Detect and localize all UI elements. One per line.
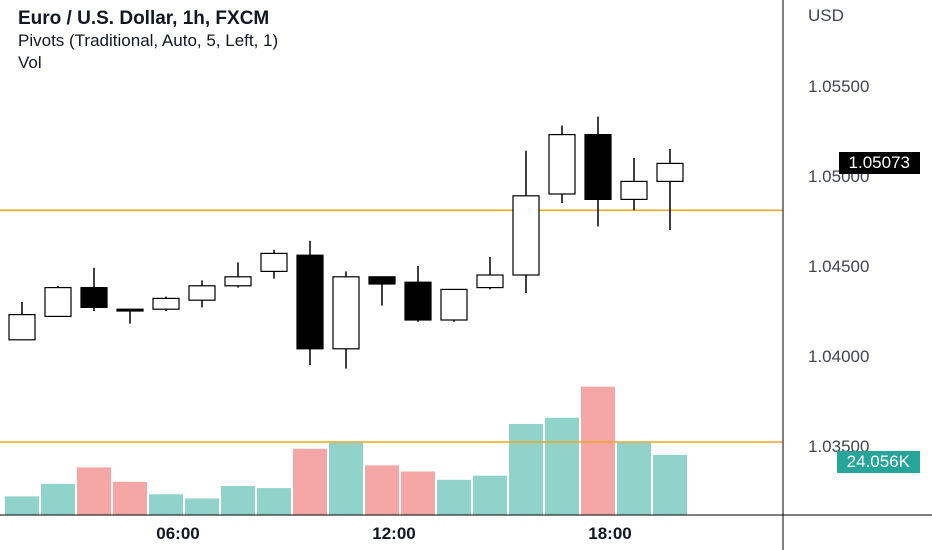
volume-bar	[509, 423, 543, 515]
price-tick-label: 1.04500	[808, 257, 869, 276]
volume-bar	[329, 442, 363, 515]
volume-indicator-label[interactable]: Vol	[18, 53, 42, 72]
time-tick-label: 18:00	[588, 524, 631, 543]
volume-bar	[221, 486, 255, 515]
time-tick-label: 06:00	[156, 524, 199, 543]
pivots-indicator-label[interactable]: Pivots (Traditional, Auto, 5, Left, 1)	[18, 31, 279, 50]
candle-body[interactable]	[8, 314, 36, 341]
volume-bar	[365, 465, 399, 515]
volume-bar	[5, 496, 39, 515]
candle-body[interactable]	[332, 276, 360, 350]
candle-body[interactable]	[548, 134, 576, 195]
candle-body[interactable]	[512, 195, 540, 276]
candle-body[interactable]	[404, 281, 432, 321]
last-price-badge: 1.05073	[838, 152, 920, 174]
volume-bar	[149, 494, 183, 515]
volume-bar	[77, 467, 111, 515]
candle-body[interactable]	[620, 180, 648, 200]
volume-bar	[257, 488, 291, 515]
candle-body[interactable]	[188, 285, 216, 301]
candle-body[interactable]	[116, 308, 144, 312]
volume-badge: 24.056K	[836, 451, 920, 473]
volume-bar	[473, 475, 507, 515]
candle-body[interactable]	[476, 274, 504, 289]
volume-bar	[185, 498, 219, 515]
candle-body[interactable]	[44, 287, 72, 318]
candle-body[interactable]	[368, 276, 396, 285]
currency-label: USD	[808, 6, 844, 25]
candle-body[interactable]	[296, 254, 324, 350]
candle-body[interactable]	[260, 252, 288, 272]
volume-bar	[617, 442, 651, 515]
candle-body[interactable]	[224, 276, 252, 287]
volume-bar	[113, 481, 147, 515]
candle-body[interactable]	[440, 288, 468, 321]
candle-body[interactable]	[152, 297, 180, 310]
chart-legend: Euro / U.S. Dollar, 1h, FXCM Pivots (Tra…	[18, 8, 278, 74]
time-tick-label: 12:00	[372, 524, 415, 543]
price-tick-label: 1.05500	[808, 77, 869, 96]
volume-bar	[401, 471, 435, 515]
volume-bar	[545, 417, 579, 515]
candle-body[interactable]	[80, 287, 108, 309]
volume-bar	[437, 479, 471, 515]
volume-bar	[581, 386, 615, 515]
volume-bar	[41, 483, 75, 515]
symbol-title[interactable]: Euro / U.S. Dollar, 1h, FXCM	[18, 8, 270, 29]
volume-bar	[653, 454, 687, 515]
volume-bar	[293, 448, 327, 515]
candle-body[interactable]	[584, 134, 612, 201]
candle-body[interactable]	[656, 162, 684, 182]
price-tick-label: 1.04000	[808, 347, 869, 366]
